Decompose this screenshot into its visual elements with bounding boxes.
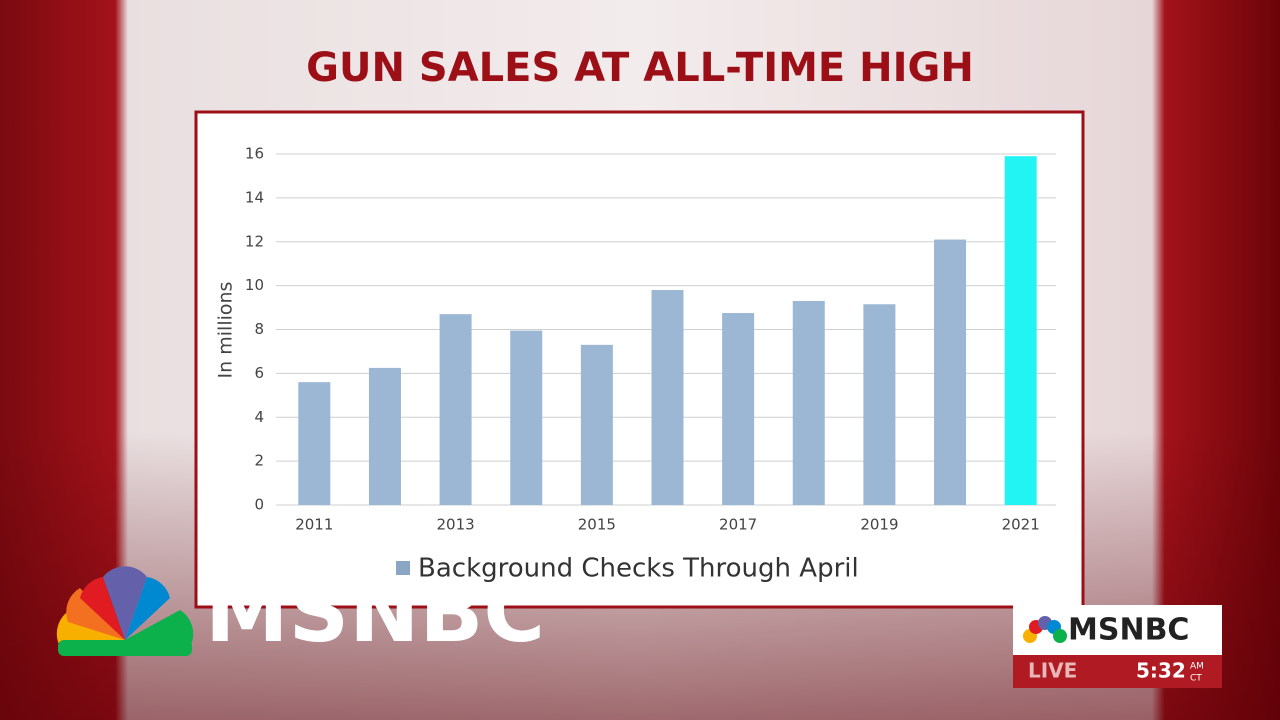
x-tick-label: 2021 (1002, 516, 1040, 534)
legend-swatch (396, 561, 410, 575)
network-logo: MSNBC (205, 563, 545, 661)
bar (439, 314, 472, 505)
y-tick-label: 2 (254, 452, 264, 470)
live-label: LIVE (1028, 659, 1077, 683)
headline: GUN SALES AT ALL-TIME HIGH (306, 45, 974, 91)
x-tick-label: 2015 (578, 516, 616, 534)
bar (863, 304, 896, 505)
y-tick-label: 10 (245, 276, 264, 294)
y-tick-label: 0 (254, 496, 264, 514)
x-tick-label: 2013 (436, 516, 474, 534)
y-axis-label: In millions (215, 282, 237, 379)
clock-meridiem: AM (1190, 662, 1204, 672)
clock: 5:32 (1136, 659, 1186, 683)
live-bar (1013, 655, 1222, 688)
clock-zone: CT (1190, 674, 1202, 684)
bar (368, 367, 401, 505)
plot: 0 2 4 6 8 10 12 14 16 2011 2013 2015 2017 2019 2021 (245, 145, 1056, 534)
y-tick-label: 4 (254, 408, 264, 426)
bug-logo: MSNBC (1068, 613, 1189, 648)
bar (510, 330, 543, 505)
bar (792, 300, 825, 505)
bar (722, 313, 755, 505)
x-tick-label: 2017 (719, 516, 757, 534)
y-tick-label: 6 (254, 364, 264, 382)
bug-peacock (1023, 616, 1067, 643)
bar (651, 290, 684, 505)
y-tick-label: 8 (254, 320, 264, 338)
bar (580, 344, 613, 505)
bar (934, 239, 967, 505)
peacock-logo (56, 566, 194, 656)
bar (1004, 156, 1037, 505)
legend-label: Background Checks Through April (418, 554, 859, 584)
x-tick-label: 2019 (860, 516, 898, 534)
y-tick-label: 16 (245, 145, 264, 163)
y-tick-label: 12 (245, 232, 264, 250)
x-tick-label: 2011 (295, 516, 333, 534)
y-tick-label: 14 (245, 188, 264, 206)
bar (298, 382, 331, 505)
